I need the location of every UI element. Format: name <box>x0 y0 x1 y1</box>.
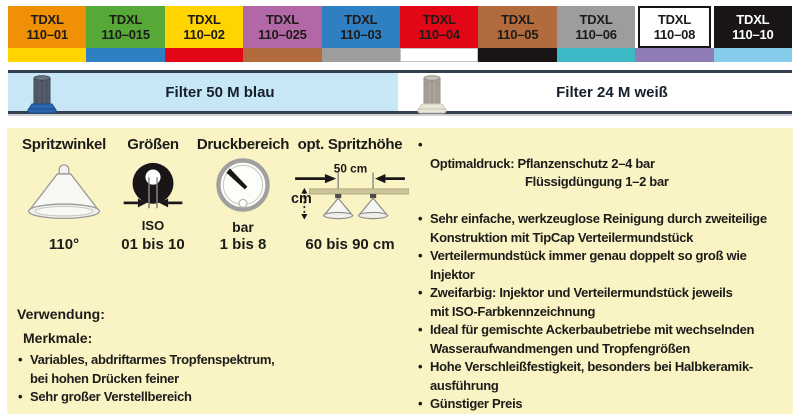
nozzle-size: 110–08 <box>653 27 696 42</box>
spec-value: 01 bis 10 <box>121 236 185 253</box>
optimaldruck-line1: Optimaldruck: Pflanzenschutz 2–4 bar <box>430 155 655 171</box>
filter-section-white: Filter 24 M weiß <box>398 73 792 114</box>
nozzle-tile-label: TDXL 110–05 <box>478 6 557 48</box>
nozzle-series: TDXL <box>657 12 692 27</box>
iso-color-strip <box>478 48 557 62</box>
feature-item-optimaldruck: Optimaldruck: Pflanzenschutz 2–4 bar Flü… <box>417 136 783 210</box>
nozzle-series: TDXL <box>579 12 613 27</box>
iso-color-strip <box>400 48 479 62</box>
nozzle-series: TDXL <box>344 12 378 27</box>
nozzle-tile-label: TDXL 110–04 <box>400 6 479 48</box>
filter-section-blue: Filter 50 M blau <box>8 73 398 114</box>
nozzle-series: TDXL <box>501 12 535 27</box>
nozzle-size: 110–02 <box>183 27 225 42</box>
nozzle-series: TDXL <box>30 12 64 27</box>
nozzle-size: 110–015 <box>101 27 150 42</box>
filter-label-blue: Filter 50 M blau <box>165 83 275 101</box>
spec-row: Spritzwinkel 110° Größen <box>17 136 411 256</box>
nozzle-size-icon <box>113 160 193 217</box>
height-label: cm <box>291 191 312 207</box>
spec-value: 110° <box>48 236 80 253</box>
nozzle-size: 110–06 <box>575 27 617 42</box>
feature-item: Zweifarbig: Injektor und Verteilermundst… <box>417 284 783 321</box>
merkmal-item: Sehr großer Verstellbereich <box>17 388 411 407</box>
nozzle-tiles-row: TDXL 110–01 TDXL 110–015 TDXL 110–02 TDX… <box>8 6 793 62</box>
nozzle-size: 110–10 <box>732 27 774 42</box>
merkmale-title: Merkmale: <box>23 330 93 346</box>
nozzle-size: 110–04 <box>418 27 461 42</box>
spec-groessen: Größen <box>111 136 195 256</box>
width-label: 50 cm <box>334 162 367 175</box>
bar-caption: bar <box>232 219 254 235</box>
verwendung-title: Verwendung: <box>17 306 105 322</box>
nozzle-size: 110–05 <box>496 27 539 42</box>
nozzle-tile-label: TDXL 110–08 <box>638 6 711 48</box>
nozzle-size: 110–025 <box>258 27 307 42</box>
info-panel: Spritzwinkel 110° Größen <box>7 128 793 414</box>
iso-color-strip <box>8 48 87 62</box>
iso-color-strip <box>164 48 244 62</box>
iso-caption: ISO <box>141 217 165 233</box>
specs-and-usage-column: Spritzwinkel 110° Größen <box>17 136 411 406</box>
nozzle-tile-110-02: TDXL 110–02 <box>164 6 244 62</box>
nozzle-tile-label: TDXL 110–015 <box>86 6 165 48</box>
spec-header: Spritzwinkel <box>22 136 106 153</box>
nozzle-tile-110-04: TDXL 110–04 <box>400 6 479 62</box>
nozzle-tile-110-01: TDXL 110–01 <box>8 6 87 62</box>
nozzle-tile-110-06: TDXL 110–06 <box>556 6 636 62</box>
nozzle-tile-110-10: TDXL 110–10 <box>713 6 793 62</box>
nozzle-size: 110–03 <box>340 27 382 42</box>
spray-height-icon: 50 cm cm <box>291 162 410 231</box>
iso-color-strip <box>635 48 714 62</box>
filter-blue-icon <box>26 74 58 119</box>
iso-color-strip <box>321 48 401 62</box>
nozzle-tile-label: TDXL 110–025 <box>243 6 322 48</box>
feature-item: Hohe Verschleißfestigkeit, besonders bei… <box>417 358 783 395</box>
spec-spritzwinkel: Spritzwinkel 110° <box>17 136 111 256</box>
spec-header: opt. Spritzhöhe <box>297 136 403 153</box>
features-column: Optimaldruck: Pflanzenschutz 2–4 bar Flü… <box>411 136 783 413</box>
nozzle-tile-110-05: TDXL 110–05 <box>478 6 557 62</box>
nozzle-series: TDXL <box>265 12 299 27</box>
spec-value: 60 bis 90 cm <box>305 236 395 253</box>
feature-item: Günstiger Preis <box>417 395 783 414</box>
nozzle-tile-110-03: TDXL 110–03 <box>321 6 401 62</box>
iso-color-strip <box>556 48 636 62</box>
nozzle-tile-label: TDXL 110–01 <box>8 6 87 48</box>
optimaldruck-line2: Flüssigdüngung 1–2 bar <box>525 174 669 189</box>
filter-white-icon <box>416 74 448 119</box>
features-list: Optimaldruck: Pflanzenschutz 2–4 bar Flü… <box>417 136 783 414</box>
nozzle-tile-110-015: TDXL 110–015 <box>86 6 165 62</box>
iso-color-strip <box>86 48 165 62</box>
spec-druckbereich: Druckbereich bar 1 bis 8 <box>195 136 291 256</box>
nozzle-series: TDXL <box>109 12 143 27</box>
nozzle-tile-110-08: TDXL 110–08 <box>635 6 714 62</box>
feature-item: Ideal für gemischte Ackerbaubetriebe mit… <box>417 321 783 358</box>
nozzle-tile-label: TDXL 110–10 <box>713 6 793 48</box>
nozzle-tile-label: TDXL 110–06 <box>556 6 636 48</box>
merkmale-list: Variables, abdriftarmes Tropfenspektrum,… <box>17 351 411 407</box>
merkmal-item: Variables, abdriftarmes Tropfenspektrum,… <box>17 351 411 388</box>
nozzle-series: TDXL <box>736 12 770 27</box>
spec-spritzhoehe: opt. Spritzhöhe 50 cm cm <box>291 136 410 256</box>
iso-color-strip <box>713 48 793 62</box>
spec-header: Druckbereich <box>196 136 290 153</box>
filter-bar: Filter 50 M blau Filter 24 M weiß <box>8 70 792 114</box>
nozzle-tile-label: TDXL 110–02 <box>164 6 244 48</box>
iso-color-strip <box>243 48 322 62</box>
nozzle-tile-label: TDXL 110–03 <box>321 6 401 48</box>
spec-value: 1 bis 8 <box>219 236 267 253</box>
feature-item: Sehr einfache, werkzeuglose Reinigung du… <box>417 210 783 247</box>
nozzle-tile-110-025: TDXL 110–025 <box>243 6 322 62</box>
nozzle-series: TDXL <box>187 12 221 27</box>
spec-header: Größen <box>127 136 179 153</box>
pressure-gauge-icon <box>215 157 271 218</box>
feature-item: Verteilermundstück immer genau doppelt s… <box>417 247 783 284</box>
spray-cone-icon <box>21 163 107 230</box>
filter-label-white: Filter 24 M weiß <box>556 83 668 101</box>
nozzle-size: 110–01 <box>26 27 68 42</box>
nozzle-series: TDXL <box>422 12 456 27</box>
